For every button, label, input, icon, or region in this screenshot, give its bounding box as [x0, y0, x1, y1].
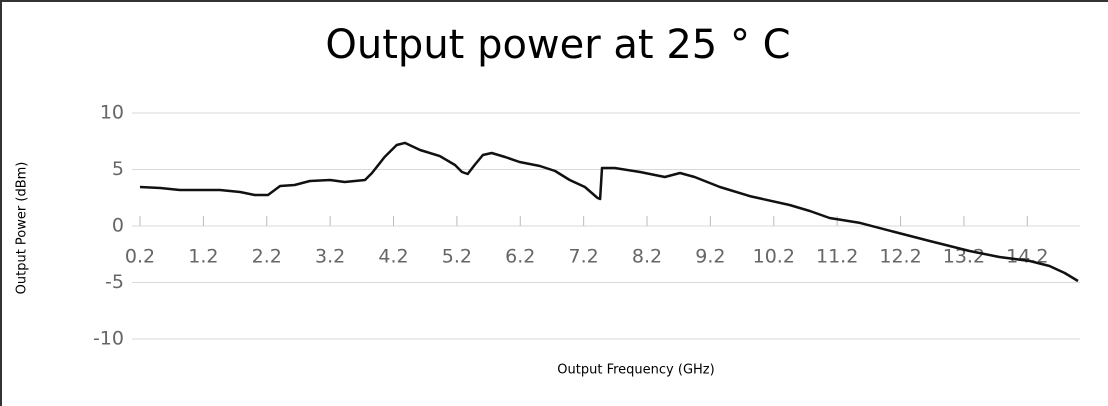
x-tick-label: 3.2 [315, 246, 345, 268]
x-tick-label: 12.2 [879, 246, 921, 268]
x-axis-label: Output Frequency (GHz) [557, 363, 714, 378]
x-tick-label: 2.2 [252, 246, 282, 268]
x-tick-label: 5.2 [442, 246, 472, 268]
x-tick-label: 10.2 [753, 246, 795, 268]
y-tick-label: 10 [100, 102, 124, 124]
x-tick-label: 8.2 [632, 246, 662, 268]
x-tick-label: 11.2 [816, 246, 858, 268]
y-tick-label: 5 [112, 158, 124, 180]
x-tick-label: 9.2 [695, 246, 725, 268]
chart-title: Output power at 25 ° C [325, 22, 790, 68]
data-line [139, 141, 1079, 283]
x-tick-label: 6.2 [505, 246, 535, 268]
y-axis-label: Output Power (dBm) [15, 162, 30, 295]
x-tick-label: 1.2 [188, 246, 218, 268]
x-tick-label: 4.2 [378, 246, 408, 268]
y-tick-label: 0 [112, 215, 124, 237]
x-tick-label: 0.2 [125, 246, 155, 268]
x-tick-label: 7.2 [569, 246, 599, 268]
y-tick-label: -5 [105, 271, 124, 293]
y-tick-label: -10 [93, 328, 124, 350]
